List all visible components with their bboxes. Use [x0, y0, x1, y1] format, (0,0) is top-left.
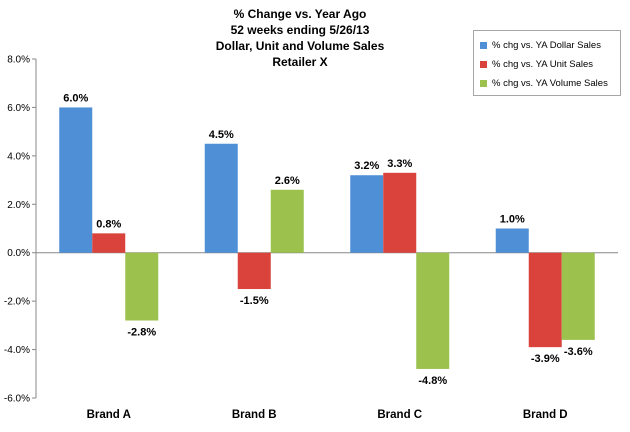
data-label: 4.5%: [209, 129, 234, 141]
chart-title-line-4: Retailer X: [272, 55, 328, 69]
bar: [495, 228, 529, 253]
bar: [528, 252, 562, 348]
data-label: -1.5%: [240, 295, 269, 307]
y-tick-label: 8.0%: [7, 55, 30, 66]
bar: [92, 233, 126, 253]
x-category-label: Brand C: [377, 409, 422, 421]
data-label: 2.6%: [275, 175, 300, 187]
y-tick-label: 0.0%: [7, 248, 30, 259]
legend-label-unit: % chg vs. YA Unit Sales: [492, 59, 594, 70]
bar: [383, 172, 417, 253]
bar: [125, 252, 159, 321]
bar: [237, 252, 271, 290]
legend-swatch-dollar: [480, 42, 487, 49]
legend-swatch-unit: [480, 61, 487, 68]
data-label: -3.9%: [531, 353, 560, 365]
bar-layer: [59, 107, 595, 369]
chart-title-line-1: % Change vs. Year Ago: [233, 7, 367, 21]
data-label: -4.8%: [418, 375, 447, 387]
x-category-label: Brand A: [87, 409, 131, 421]
chart-title-line-3: Dollar, Unit and Volume Sales: [215, 39, 385, 53]
data-label: 3.2%: [354, 160, 379, 172]
x-category-label: Brand D: [523, 409, 568, 421]
bar: [561, 252, 595, 340]
chart-title: % Change vs. Year Ago 52 weeks ending 5/…: [150, 6, 450, 70]
legend: % chg vs. YA Dollar Sales % chg vs. YA U…: [473, 30, 621, 96]
bar: [416, 252, 450, 369]
data-label: -2.8%: [127, 327, 156, 339]
y-tick-label: 4.0%: [7, 151, 30, 162]
y-tick-label: -6.0%: [4, 394, 30, 405]
legend-item-dollar: % chg vs. YA Dollar Sales: [480, 36, 614, 55]
legend-item-volume: % chg vs. YA Volume Sales: [480, 74, 614, 93]
legend-label-dollar: % chg vs. YA Dollar Sales: [492, 40, 601, 51]
legend-item-unit: % chg vs. YA Unit Sales: [480, 55, 614, 74]
bar: [204, 143, 238, 253]
legend-label-volume: % chg vs. YA Volume Sales: [492, 78, 608, 89]
y-tick-label: 2.0%: [7, 200, 30, 211]
y-tick-label: -2.0%: [4, 297, 30, 308]
y-tick-label: 6.0%: [7, 103, 30, 114]
bar: [59, 107, 93, 253]
data-label: -3.6%: [564, 346, 593, 358]
data-label: 6.0%: [63, 92, 88, 104]
y-tick-label: -4.0%: [4, 345, 30, 356]
bar: [350, 175, 384, 253]
data-label: 0.8%: [96, 218, 121, 230]
data-label: 1.0%: [500, 214, 525, 226]
chart-title-line-2: 52 weeks ending 5/26/13: [230, 23, 370, 37]
label-layer: Brand A 6.0% 0.8% -2.8% Brand B 4.5% -1.5% 2.6%…: [63, 92, 593, 421]
legend-swatch-volume: [480, 80, 487, 87]
bar: [270, 189, 304, 253]
data-label: 3.3%: [387, 158, 412, 170]
x-category-label: Brand B: [232, 409, 277, 421]
